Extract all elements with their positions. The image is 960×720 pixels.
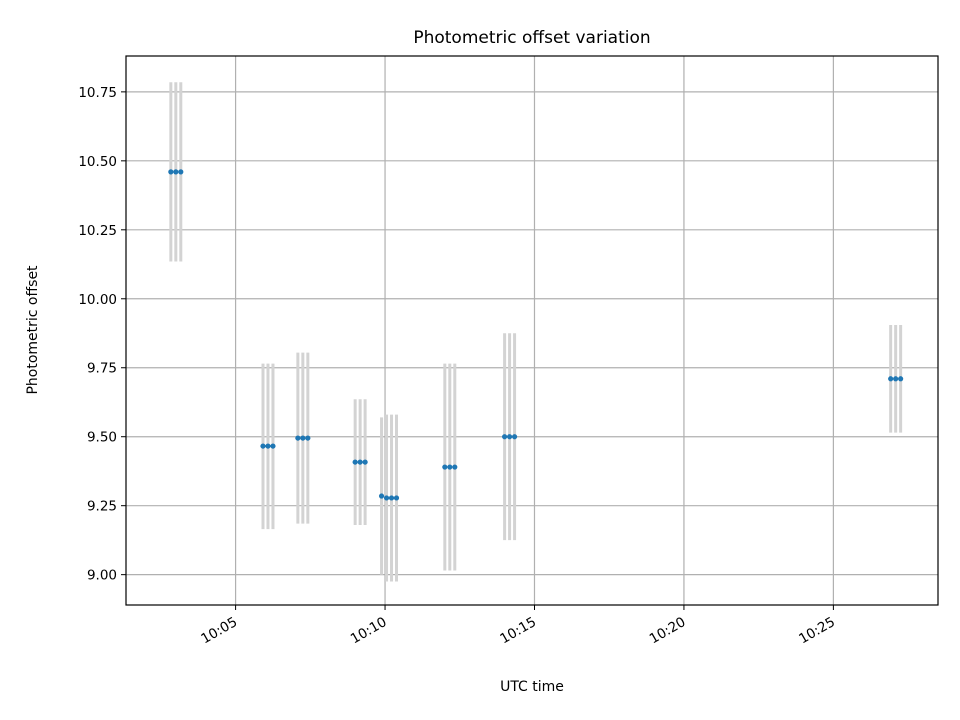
y-tick-label: 9.00 bbox=[87, 568, 117, 584]
data-point bbox=[295, 435, 301, 441]
data-point bbox=[270, 443, 276, 449]
data-point bbox=[442, 464, 448, 470]
chart-title: Photometric offset variation bbox=[413, 28, 650, 48]
data-point bbox=[888, 376, 894, 382]
y-tick-label: 10.50 bbox=[78, 154, 117, 170]
data-point bbox=[511, 434, 518, 440]
data-point bbox=[357, 459, 363, 465]
y-tick-label: 9.25 bbox=[87, 499, 117, 515]
data-point bbox=[265, 443, 271, 449]
data-point bbox=[260, 443, 266, 449]
data-point bbox=[447, 464, 453, 470]
data-point bbox=[393, 495, 400, 501]
data-point bbox=[168, 169, 174, 175]
y-tick-label: 10.00 bbox=[78, 292, 117, 308]
data-point bbox=[173, 169, 179, 175]
data-point bbox=[378, 493, 385, 499]
data-point bbox=[362, 459, 368, 465]
y-axis-label: Photometric offset bbox=[25, 265, 41, 395]
data-point bbox=[506, 434, 513, 440]
y-tick-label: 9.75 bbox=[87, 361, 117, 377]
data-point bbox=[388, 495, 395, 501]
x-axis-label: UTC time bbox=[500, 679, 564, 695]
data-point bbox=[178, 169, 184, 175]
y-tick-label: 9.50 bbox=[87, 430, 117, 446]
y-axis-ticks: 9.00 9.25 9.50 9.75 10.00 10.25 10.50 10.75 bbox=[78, 85, 126, 584]
data-point bbox=[898, 376, 904, 382]
data-point bbox=[305, 435, 311, 441]
data-point bbox=[502, 434, 508, 440]
y-tick-label: 10.75 bbox=[78, 85, 117, 101]
data-point bbox=[893, 376, 899, 382]
data-point bbox=[300, 435, 306, 441]
y-tick-label: 10.25 bbox=[78, 223, 117, 239]
data-point bbox=[352, 459, 358, 465]
data-point bbox=[452, 464, 458, 470]
grid bbox=[126, 56, 938, 605]
plot-area-frame bbox=[125, 55, 939, 606]
data-points bbox=[168, 169, 904, 501]
data-point bbox=[383, 495, 390, 501]
